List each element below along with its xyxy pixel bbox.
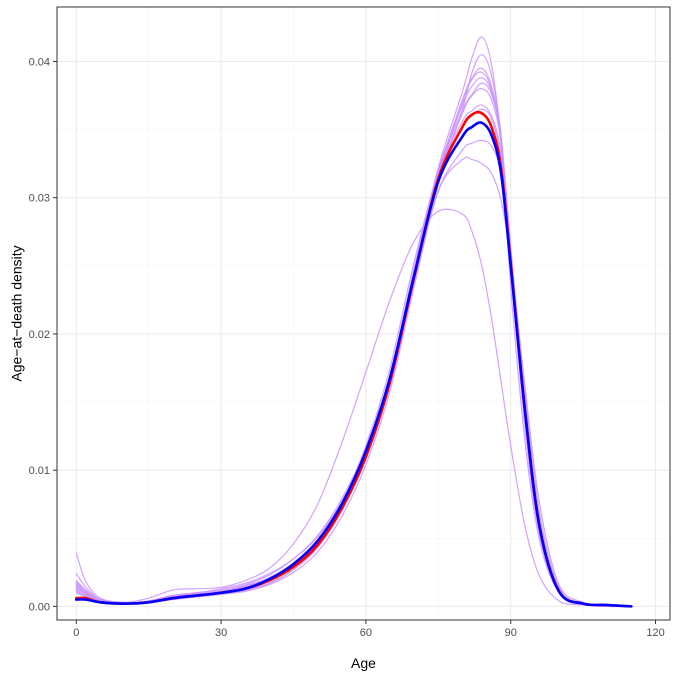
individual-density-line [75,82,632,607]
red-density-line [75,110,633,608]
x-tick-label: 60 [360,627,372,639]
individual-density-line [75,208,632,608]
individual-density-line [75,156,632,607]
individual-density-line [75,88,632,607]
y-tick-label: 0.02 [29,329,50,341]
x-tick-label: 120 [646,627,664,639]
individual-density-line [75,77,632,607]
individual-density-line [75,108,632,607]
individual-density-line [75,71,632,607]
panel-border [56,6,671,621]
y-tick-label: 0.04 [29,56,50,68]
individual-density-line [75,139,632,607]
axis-layer: 0 30 60 90 120 0.00 0.01 0.02 0.03 0.04 [29,56,665,639]
y-tick-label: 0.00 [29,601,50,613]
x-tick-label: 0 [73,627,79,639]
individual-density-line [75,36,632,607]
blue-density-line [75,121,633,608]
individual-density-line [75,67,632,607]
grid-layer [57,7,670,620]
x-tick-label: 30 [215,627,227,639]
x-tick-label: 90 [505,627,517,639]
y-tick-label: 0.03 [29,193,50,205]
series-layer [75,36,633,608]
y-tick-label: 0.01 [29,465,50,477]
y-axis-title: Age−at−death density [9,245,25,381]
x-axis-title: Age [351,655,376,671]
individual-density-line [75,104,632,607]
individual-density-line [75,54,632,607]
